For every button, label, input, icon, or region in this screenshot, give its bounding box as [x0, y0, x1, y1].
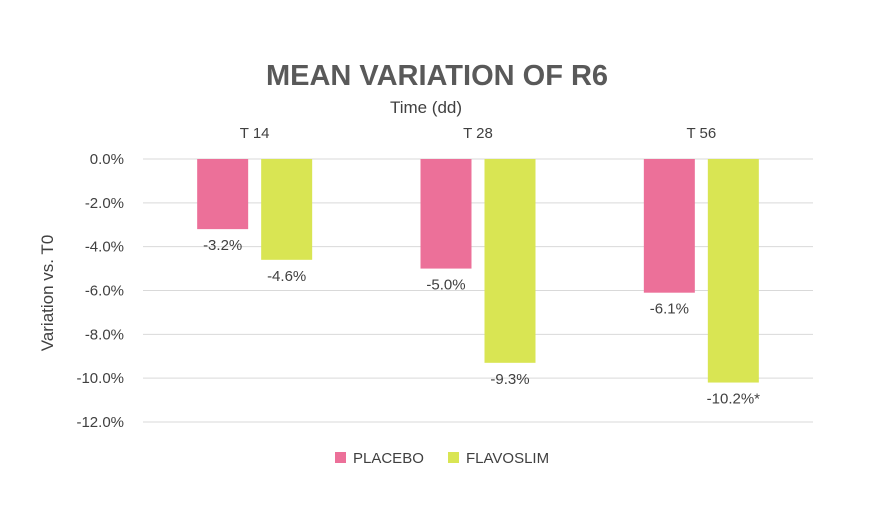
y-tick-label: 0.0%: [90, 151, 124, 168]
data-label: -6.1%: [650, 301, 689, 318]
chart-title: MEAN VARIATION OF R6: [266, 60, 608, 92]
data-label: -9.3%: [490, 371, 529, 388]
data-label: -3.2%: [203, 237, 242, 254]
legend: PLACEBO FLAVOSLIM: [335, 450, 549, 467]
legend-label-flavoslim: FLAVOSLIM: [466, 450, 549, 467]
bar-flavoslim: [261, 159, 313, 260]
x-category-label: T 56: [686, 125, 716, 142]
x-category-label: T 28: [463, 125, 493, 142]
data-label: -10.2%*: [707, 391, 761, 408]
data-label: -4.6%: [267, 268, 306, 285]
y-axis-title: Variation vs. T0: [38, 235, 57, 352]
x-category-label: T 14: [240, 125, 270, 142]
data-label: -5.0%: [426, 277, 465, 294]
y-tick-label: -6.0%: [85, 283, 124, 300]
bar-placebo: [197, 159, 249, 230]
y-tick-label: -10.0%: [76, 370, 124, 387]
data-labels: -3.2% -5.0% -6.1% -4.6% -9.3% -10.2%*: [203, 237, 760, 407]
legend-label-placebo: PLACEBO: [353, 450, 424, 467]
gridlines: [143, 158, 813, 423]
y-tick-label: -4.0%: [85, 239, 124, 256]
bar-flavoslim: [484, 159, 536, 363]
bars: [197, 159, 759, 383]
y-tick-label: -12.0%: [76, 414, 124, 431]
bar-placebo: [643, 159, 695, 293]
bar-placebo: [420, 159, 472, 269]
y-tick-label: -2.0%: [85, 195, 124, 212]
legend-swatch-placebo: [335, 452, 346, 463]
y-axis-ticks: 0.0% -2.0% -4.0% -6.0% -8.0% -10.0% -12.0%: [76, 151, 124, 431]
x-axis-title: Time (dd): [390, 98, 462, 117]
y-tick-label: -8.0%: [85, 326, 124, 343]
x-axis-categories: T 14 T 28 T 56: [240, 125, 716, 142]
legend-swatch-flavoslim: [448, 452, 459, 463]
bar-flavoslim: [707, 159, 759, 383]
